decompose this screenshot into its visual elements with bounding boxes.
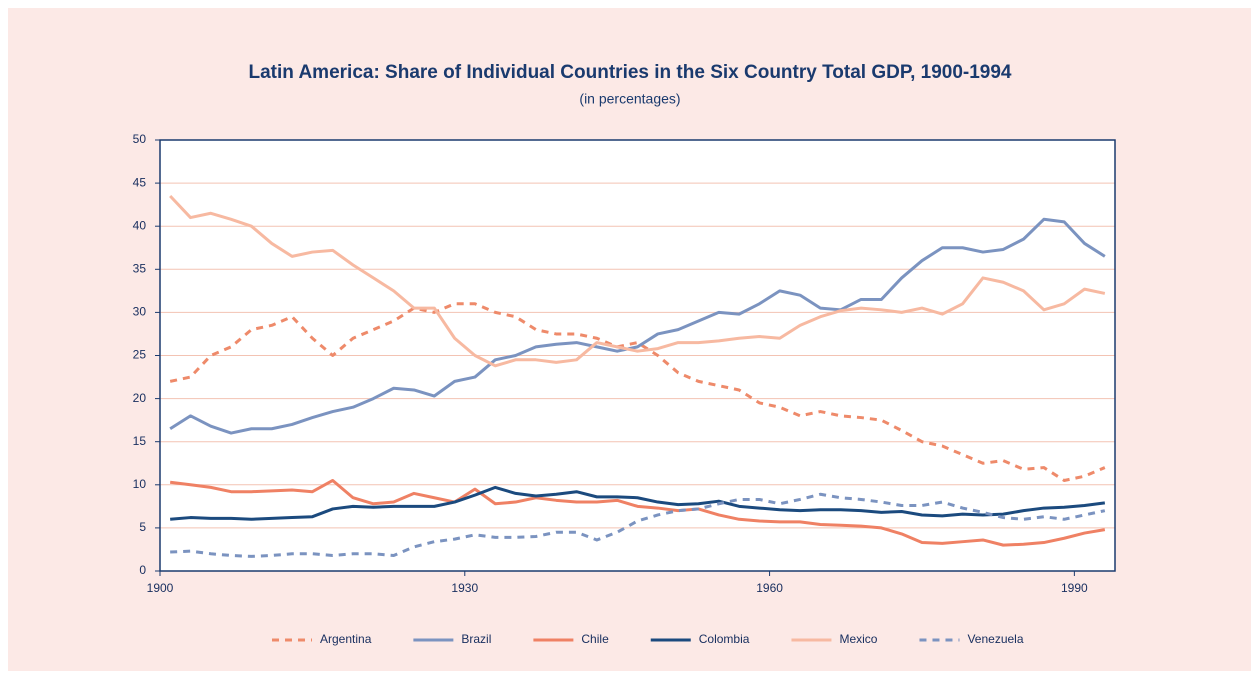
- y-tick-label: 25: [133, 348, 147, 362]
- series-line: [170, 485, 1106, 521]
- y-tick-label: 5: [139, 520, 146, 534]
- x-tick-label: 1990: [1061, 581, 1088, 595]
- y-tick-label: 20: [133, 391, 147, 405]
- y-tick-label: 30: [133, 305, 147, 319]
- legend-label: Brazil: [461, 632, 491, 646]
- chart-subtitle: (in percentages): [579, 91, 680, 107]
- legend-label: Mexico: [839, 632, 877, 646]
- x-tick-label: 1960: [756, 581, 783, 595]
- y-tick-label: 15: [133, 434, 147, 448]
- y-tick-label: 10: [133, 477, 147, 491]
- y-tick-label: 40: [133, 218, 147, 232]
- y-tick-label: 0: [139, 563, 146, 577]
- plot-border: [159, 139, 1116, 572]
- series-line: [169, 478, 1106, 547]
- chart-title: Latin America: Share of Individual Count…: [249, 62, 1012, 83]
- legend-label: Argentina: [320, 632, 372, 646]
- y-tick-label: 35: [133, 261, 147, 275]
- legend-label: Colombia: [699, 632, 750, 646]
- x-tick-label: 1930: [451, 581, 478, 595]
- series-line: [170, 492, 1106, 558]
- x-tick-label: 1900: [147, 581, 174, 595]
- legend-label: Venezuela: [967, 632, 1023, 646]
- series-line: [169, 217, 1106, 435]
- y-tick-label: 45: [133, 175, 147, 189]
- y-tick-label: 50: [133, 132, 147, 146]
- series-line: [169, 195, 1106, 368]
- legend-label: Chile: [581, 632, 609, 646]
